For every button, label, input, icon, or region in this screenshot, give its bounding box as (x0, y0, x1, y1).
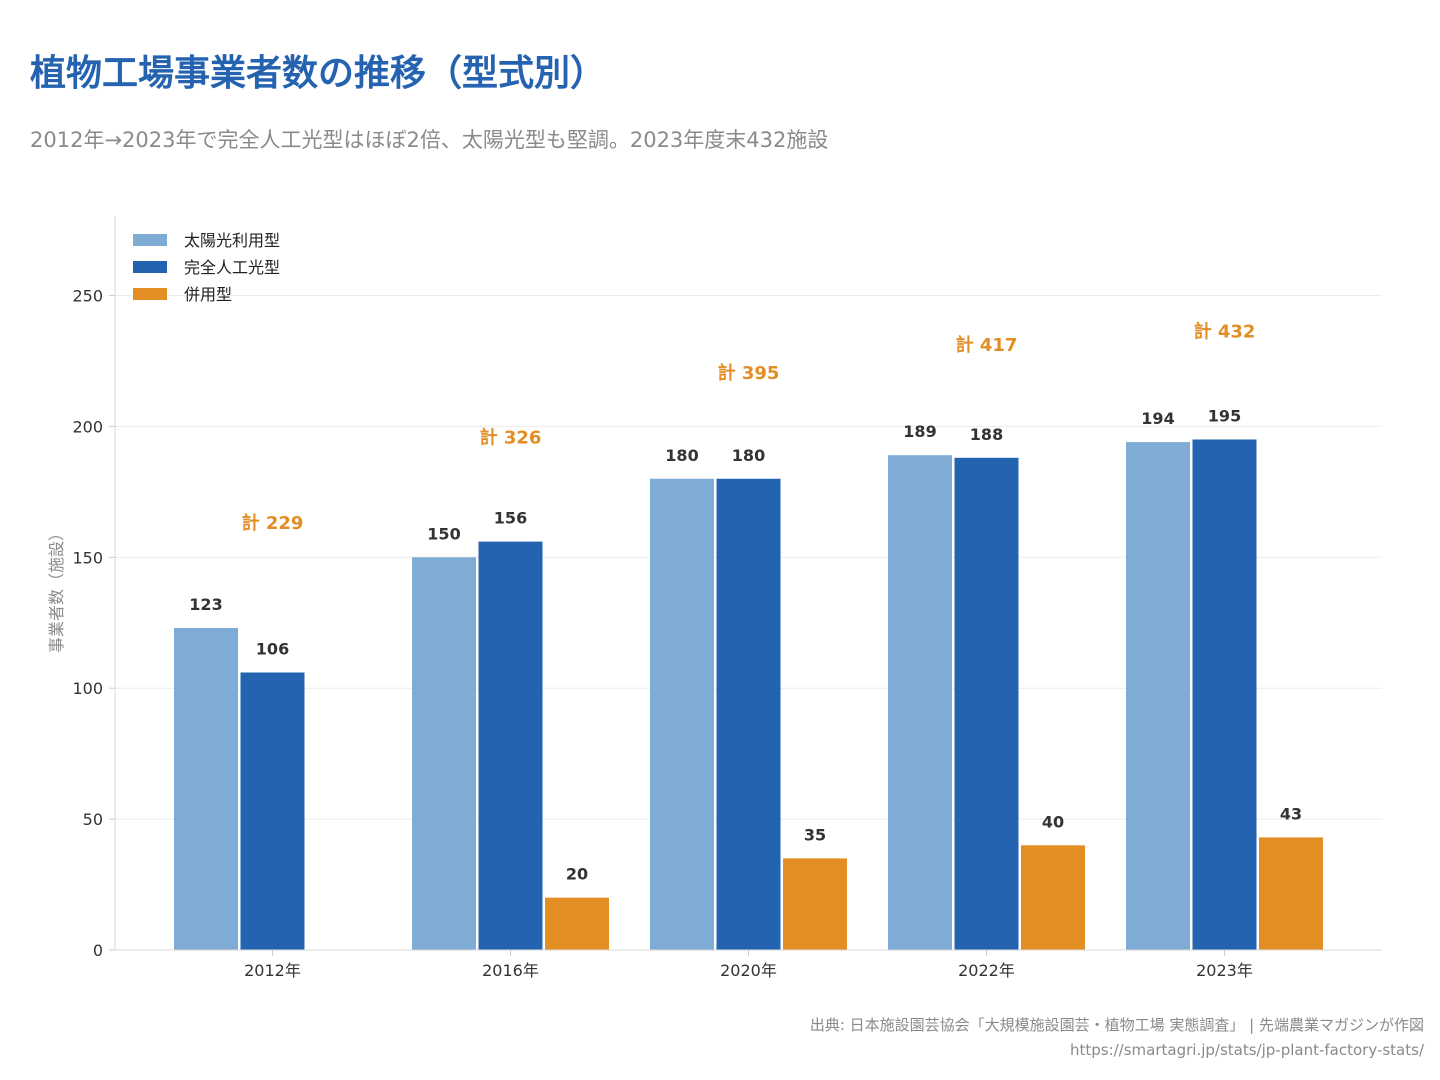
y-tick-label: 150 (72, 548, 103, 567)
chart-subtitle: 2012年→2023年で完全人工光型はほぼ2倍、太陽光型も堅調。2023年度末4… (30, 128, 829, 152)
y-tick-label: 200 (72, 417, 103, 436)
bar-value-label: 35 (804, 825, 826, 844)
chart-title: 植物工場事業者数の推移（型式別） (30, 53, 607, 94)
bar-value-label: 123 (189, 595, 222, 614)
total-label: 計 395 (718, 362, 780, 384)
bar (888, 455, 952, 950)
bars (174, 439, 1323, 950)
bar-value-label: 40 (1042, 812, 1064, 831)
x-tick-label: 2016年 (482, 961, 539, 980)
bar (783, 858, 847, 950)
bar (240, 672, 305, 950)
source-note: 出典: 日本施設園芸協会「大規模施設園芸・植物工場 実態調査」 | 先端農業マガ… (810, 1013, 1424, 1063)
source-text: 出典: 日本施設園芸協会「大規模施設園芸・植物工場 実態調査」 | 先端農業マガ… (809, 1016, 1424, 1034)
y-tick-label: 250 (72, 287, 103, 306)
bar (412, 557, 476, 950)
bar (954, 457, 1019, 950)
total-label: 計 432 (1194, 320, 1256, 342)
legend-swatch (133, 288, 167, 300)
bar-value-label: 106 (256, 639, 289, 658)
bar (650, 478, 714, 950)
total-label: 計 417 (956, 334, 1018, 356)
x-tick-label: 2023年 (1196, 961, 1253, 980)
bar-value-label: 20 (566, 865, 588, 884)
bar (174, 627, 238, 950)
y-tick-label: 50 (83, 810, 103, 829)
total-label: 計 326 (480, 427, 542, 449)
legend-swatch (133, 261, 167, 273)
bar-value-label: 43 (1280, 804, 1302, 823)
bar-value-label: 194 (1141, 409, 1174, 428)
x-tick-label: 2020年 (720, 961, 777, 980)
y-tick-label: 0 (93, 941, 103, 960)
x-tick-label: 2012年 (244, 961, 301, 980)
bar (478, 541, 543, 950)
total-label: 計 229 (242, 512, 304, 534)
axes: 0 50 100 150 200 250 事業者数（施設） 2012年 2016年 2020年 20… (47, 216, 1382, 980)
bar (1021, 845, 1085, 950)
bar-value-label: 180 (732, 446, 765, 465)
y-tick-label: 100 (72, 679, 103, 698)
bar (1126, 442, 1190, 950)
bar-value-label: 180 (665, 446, 698, 465)
bar-value-label: 150 (427, 524, 460, 543)
legend-label: 完全人工光型 (184, 258, 280, 277)
bar-value-label: 156 (494, 509, 527, 528)
y-axis-title: 事業者数（施設） (47, 525, 66, 653)
legend-label: 併用型 (184, 285, 232, 304)
x-tick-label: 2022年 (958, 961, 1015, 980)
legend-swatch (133, 234, 167, 246)
bar (716, 478, 781, 950)
bar-value-label: 189 (903, 422, 936, 441)
bar (545, 897, 609, 950)
bar (1259, 837, 1323, 950)
legend-label: 太陽光利用型 (184, 231, 280, 250)
bar-value-label: 188 (970, 425, 1003, 444)
bar (1192, 439, 1257, 950)
value-labels: 123 106 計 229 150 156 20 計 326 180 180 35 計 395 189… (189, 320, 1302, 883)
source-url: https://smartagri.jp/stats/jp-plant-fact… (1069, 1041, 1424, 1059)
bar-value-label: 195 (1208, 406, 1241, 425)
